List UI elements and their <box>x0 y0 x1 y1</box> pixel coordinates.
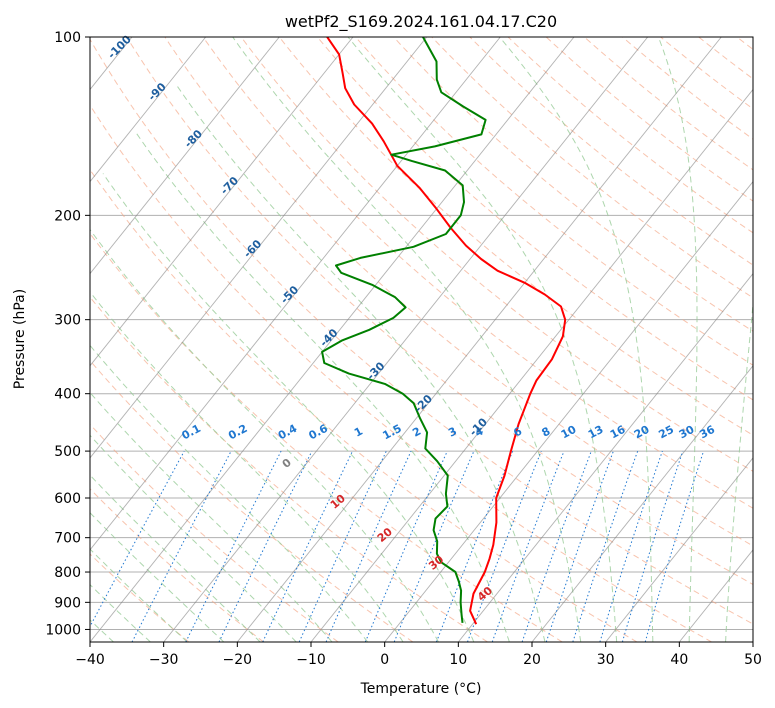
isotherm-line <box>90 37 354 367</box>
mixing-ratio-label: 13 <box>586 423 606 442</box>
chart-title: wetPf2_S169.2024.161.04.17.C20 <box>285 12 557 32</box>
isotherm-line <box>0 37 58 642</box>
moist-adiabat-line <box>90 474 261 642</box>
x-tick-label: −10 <box>296 652 326 668</box>
dry-adiabat-line <box>355 37 753 366</box>
mixing-ratio-line <box>185 450 282 642</box>
mixing-ratio-label: 10 <box>559 423 579 442</box>
mixing-ratio-label: 20 <box>632 423 652 442</box>
moist-adiabat-line <box>90 583 151 642</box>
x-tick-label: 50 <box>744 652 762 668</box>
isotherm-line <box>90 37 280 275</box>
x-tick-label: 0 <box>380 652 389 668</box>
dry-adiabat-line <box>126 37 753 586</box>
dry-adiabat-line <box>317 37 753 401</box>
mixing-ratio-line <box>435 450 514 642</box>
moist-adiabat-line <box>90 228 439 642</box>
axes: −40 −30 −20 −10 0 10 20 30 40 50 100 200 300 400 500 60… <box>45 30 762 668</box>
mixing-ratio-line <box>621 450 684 642</box>
x-tick-label: 40 <box>670 652 688 668</box>
dry-adiabat-line <box>431 37 753 299</box>
x-tick-label: −30 <box>149 652 179 668</box>
isotherm-line <box>310 88 753 642</box>
moist-adiabat-line <box>135 132 510 642</box>
mixing-ratio-line <box>599 450 663 642</box>
mixing-ratio-label: 30 <box>677 423 697 442</box>
moist-adiabat-line <box>725 299 753 642</box>
mixing-ratio-line <box>644 450 705 642</box>
moist-adiabat-line <box>90 291 404 642</box>
x-tick-label: 30 <box>597 652 615 668</box>
mixing-ratio-label: 16 <box>608 423 628 442</box>
moist-adiabat-line <box>232 37 582 642</box>
moist-adiabat-line <box>90 548 188 642</box>
dry-adiabat-line <box>202 37 753 509</box>
dry-adiabat-line <box>507 37 753 234</box>
mixing-ratio-label: 36 <box>697 423 717 442</box>
background-lines <box>0 37 753 642</box>
y-tick-label: 100 <box>54 30 81 46</box>
mixing-ratio-line <box>90 450 185 628</box>
y-tick-label: 600 <box>54 491 81 507</box>
moist-adiabat-line <box>499 37 654 642</box>
y-tick-label: 1000 <box>45 622 81 638</box>
dry-adiabat-line <box>90 232 563 642</box>
dry-adiabat-line <box>90 104 712 642</box>
moist-adiabat-line <box>90 511 225 642</box>
y-tick-label: 700 <box>54 531 81 547</box>
plot-frame <box>89 36 754 643</box>
plot-area <box>90 37 753 642</box>
isotherm-line <box>163 37 649 642</box>
y-tick-label: 500 <box>54 444 81 460</box>
isotherm-line <box>531 365 753 642</box>
dry-adiabat-line <box>278 37 753 436</box>
dewpoint-profile-line <box>321 37 487 624</box>
y-axis-label: Pressure (hPa) <box>12 289 28 389</box>
mixing-ratio-line <box>572 450 639 642</box>
mixing-ratio-line <box>491 450 565 642</box>
x-tick-label: 10 <box>449 652 467 668</box>
y-tick-label: 300 <box>54 313 81 329</box>
isotherm-line <box>752 641 753 642</box>
x-tick-label: −20 <box>223 652 253 668</box>
moist-adiabat-line <box>102 173 475 642</box>
isotherm-line <box>457 272 753 642</box>
mixing-ratio-line <box>545 450 614 642</box>
isotherm-line <box>236 37 722 642</box>
mixing-ratio-line <box>521 450 592 642</box>
dry-adiabat-line <box>90 38 753 625</box>
moist-adiabat-line <box>175 83 546 642</box>
x-tick-label: 20 <box>523 652 541 668</box>
x-tick-label: −40 <box>75 652 105 668</box>
isotherm-line <box>90 37 501 551</box>
isotherm-line <box>90 37 207 183</box>
mixing-ratio-line <box>393 450 475 642</box>
y-tick-label: 900 <box>54 595 81 611</box>
dry-adiabat-line <box>90 423 339 642</box>
x-axis-label: Temperature (°C) <box>360 681 482 697</box>
dry-adiabat-line <box>469 37 753 266</box>
y-tick-label: 200 <box>54 208 81 224</box>
isotherm-line <box>90 37 428 459</box>
y-tick-label: 400 <box>54 387 81 403</box>
mixing-ratio-line <box>325 450 412 642</box>
isotherm-line <box>90 37 575 642</box>
temperature-profile-line <box>326 37 567 625</box>
moist-adiabat-line <box>90 434 297 642</box>
dry-adiabat-line <box>90 296 488 642</box>
mixing-ratio-line <box>467 450 542 642</box>
y-tick-label: 800 <box>54 565 81 581</box>
series-lines <box>321 37 567 625</box>
mixing-ratio-label: 25 <box>656 423 676 442</box>
isotherm-line <box>384 180 753 642</box>
moist-adiabat-line <box>657 37 698 642</box>
isotherm-line <box>605 457 753 642</box>
mixing-ratio-line <box>364 450 448 642</box>
